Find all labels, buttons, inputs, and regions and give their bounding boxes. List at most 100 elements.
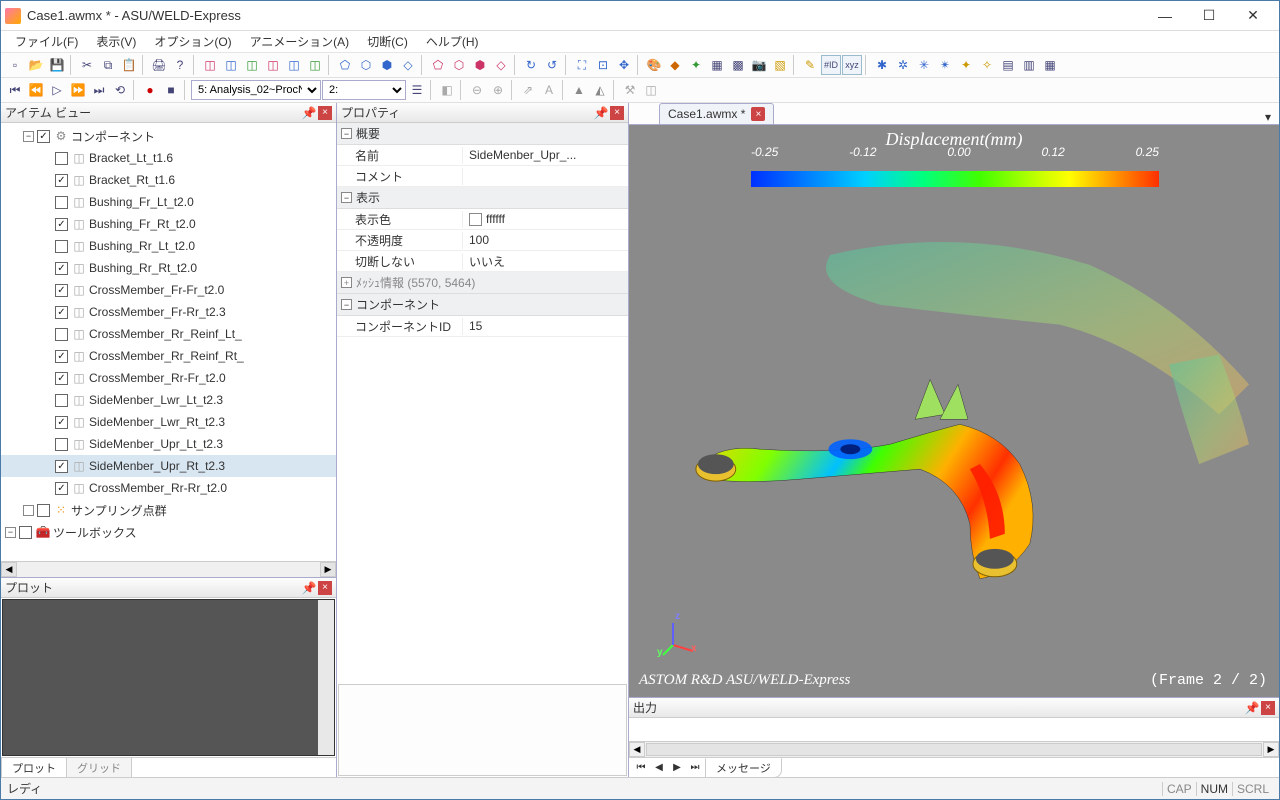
prop-group-display[interactable]: −表示 [337, 187, 628, 209]
prop-row-compid[interactable]: コンポーネントID15 [337, 316, 628, 337]
node3-icon[interactable]: ✳ [914, 55, 934, 75]
sec-next-icon[interactable]: ⊕ [488, 80, 508, 100]
close-icon[interactable]: × [610, 106, 624, 120]
collapse-icon[interactable]: − [341, 192, 352, 203]
pan-icon[interactable]: ✥ [614, 55, 634, 75]
tree-row[interactable]: ◫Bushing_Fr_Lt_t2.0 [1, 191, 336, 213]
prop-row-opacity[interactable]: 不透明度100 [337, 230, 628, 251]
measure1-icon[interactable]: ⇗ [518, 80, 538, 100]
checkbox[interactable] [55, 438, 68, 451]
misc1-icon[interactable]: ◆ [665, 55, 685, 75]
checkbox[interactable]: ✓ [55, 218, 68, 231]
play-icon[interactable]: ▷ [47, 80, 67, 100]
tree-row[interactable]: ◫Bracket_Lt_t1.6 [1, 147, 336, 169]
redo-icon[interactable]: ↻ [521, 55, 541, 75]
wire4-icon[interactable]: ◇ [398, 55, 418, 75]
id-icon[interactable]: #ID [821, 55, 841, 75]
tree-row[interactable]: ✓◫CrossMember_Rr_Reinf_Rt_ [1, 345, 336, 367]
wire7-icon[interactable]: ⬢ [470, 55, 490, 75]
checkbox[interactable] [55, 394, 68, 407]
print-icon[interactable]: 🖨 [149, 55, 169, 75]
list-icon[interactable]: ☰ [407, 80, 427, 100]
next-icon[interactable]: ▶ [669, 760, 685, 776]
checkbox[interactable] [55, 240, 68, 253]
next-frame-icon[interactable]: ⏩ [68, 80, 88, 100]
prop-row-comment[interactable]: コメント [337, 166, 628, 187]
tool2-icon[interactable]: ◫ [641, 80, 661, 100]
record-icon[interactable]: ● [140, 80, 160, 100]
zoom-icon[interactable]: ⊡ [593, 55, 613, 75]
grid1-icon[interactable]: ▤ [998, 55, 1018, 75]
loop-icon[interactable]: ⟲ [110, 80, 130, 100]
pick-icon[interactable]: ✎ [800, 55, 820, 75]
checkbox[interactable]: ✓ [55, 350, 68, 363]
close-icon[interactable]: × [318, 106, 332, 120]
plot-tab-grid[interactable]: グリッド [66, 757, 132, 778]
expand-icon[interactable]: − [5, 527, 16, 538]
misc5-icon[interactable]: ▧ [770, 55, 790, 75]
prev-icon[interactable]: ◀ [651, 760, 667, 776]
checkbox[interactable]: ✓ [55, 174, 68, 187]
menu-view[interactable]: 表示(V) [88, 31, 144, 52]
expand-icon[interactable]: + [341, 277, 352, 288]
section1-icon[interactable]: ◧ [437, 80, 457, 100]
wire2-icon[interactable]: ⬡ [356, 55, 376, 75]
xyz-icon[interactable]: xyz [842, 55, 862, 75]
checkbox[interactable]: ✓ [55, 262, 68, 275]
component-tree[interactable]: −✓⚙コンポーネント◫Bracket_Lt_t1.6✓◫Bracket_Rt_t… [1, 123, 336, 561]
wire6-icon[interactable]: ⬡ [449, 55, 469, 75]
menu-file[interactable]: ファイル(F) [7, 31, 86, 52]
help-icon[interactable]: ? [170, 55, 190, 75]
prev-frame-icon[interactable]: ⏪ [26, 80, 46, 100]
prop-row-name[interactable]: 名前SideMenber_Upr_... [337, 145, 628, 166]
close-button[interactable]: ✕ [1231, 2, 1275, 30]
property-grid[interactable]: −概要 名前SideMenber_Upr_... コメント −表示 表示色fff… [337, 123, 628, 683]
plot-tab-plot[interactable]: プロット [1, 757, 67, 778]
fit-icon[interactable]: ⛶ [572, 55, 592, 75]
prop-row-nocut[interactable]: 切断しないいいえ [337, 251, 628, 272]
tree-hscroll[interactable]: ◀ ▶ [1, 561, 336, 577]
node5-icon[interactable]: ✦ [956, 55, 976, 75]
mtn1-icon[interactable]: ▲ [569, 80, 589, 100]
undo-icon[interactable]: ↺ [542, 55, 562, 75]
tree-row[interactable]: ✓◫Bushing_Fr_Rt_t2.0 [1, 213, 336, 235]
tree-row[interactable]: ✓◫Bracket_Rt_t1.6 [1, 169, 336, 191]
open-icon[interactable]: 📂 [26, 55, 46, 75]
close-icon[interactable]: × [1261, 701, 1275, 715]
mtn2-icon[interactable]: ◭ [590, 80, 610, 100]
close-icon[interactable]: × [318, 581, 332, 595]
scroll-left-icon[interactable]: ◀ [629, 742, 645, 757]
checkbox[interactable]: ✓ [55, 372, 68, 385]
analysis-select[interactable]: 5: Analysis_02~ProcN [191, 80, 321, 100]
checkbox[interactable]: ✓ [55, 482, 68, 495]
checkbox[interactable]: ✓ [37, 130, 50, 143]
pin-icon[interactable]: 📌 [1245, 701, 1259, 715]
cut-icon[interactable]: ✂ [77, 55, 97, 75]
save-icon[interactable]: 💾 [47, 55, 67, 75]
output-tab-message[interactable]: メッセージ [705, 758, 782, 778]
expand-icon[interactable]: − [23, 131, 34, 142]
menu-animation[interactable]: アニメーション(A) [242, 31, 358, 52]
tool1-icon[interactable]: ⚒ [620, 80, 640, 100]
tree-row[interactable]: ◫CrossMember_Rr_Reinf_Lt_ [1, 323, 336, 345]
prop-group-component[interactable]: −コンポーネント [337, 294, 628, 316]
menu-option[interactable]: オプション(O) [146, 31, 239, 52]
output-hscroll[interactable]: ◀ ▶ [629, 741, 1279, 757]
sec-prev-icon[interactable]: ⊖ [467, 80, 487, 100]
prop-group-overview[interactable]: −概要 [337, 123, 628, 145]
wire1-icon[interactable]: ⬠ [335, 55, 355, 75]
tree-row[interactable]: −✓⚙コンポーネント [1, 125, 336, 147]
pin-icon[interactable]: 📌 [302, 106, 316, 120]
last-icon[interactable]: ⏭ [687, 760, 703, 776]
tree-row[interactable]: ◫SideMenber_Lwr_Lt_t2.3 [1, 389, 336, 411]
wire5-icon[interactable]: ⬠ [428, 55, 448, 75]
prop-row-color[interactable]: 表示色ffffff [337, 209, 628, 230]
tree-row[interactable]: ✓◫CrossMember_Fr-Fr_t2.0 [1, 279, 336, 301]
collapse-icon[interactable]: − [341, 128, 352, 139]
tree-row[interactable]: ✓◫SideMenber_Lwr_Rt_t2.3 [1, 411, 336, 433]
node4-icon[interactable]: ✴ [935, 55, 955, 75]
cube3-icon[interactable]: ◫ [242, 55, 262, 75]
document-tab[interactable]: Case1.awmx * × [659, 103, 774, 124]
cube4-icon[interactable]: ◫ [263, 55, 283, 75]
copy-icon[interactable]: ⧉ [98, 55, 118, 75]
